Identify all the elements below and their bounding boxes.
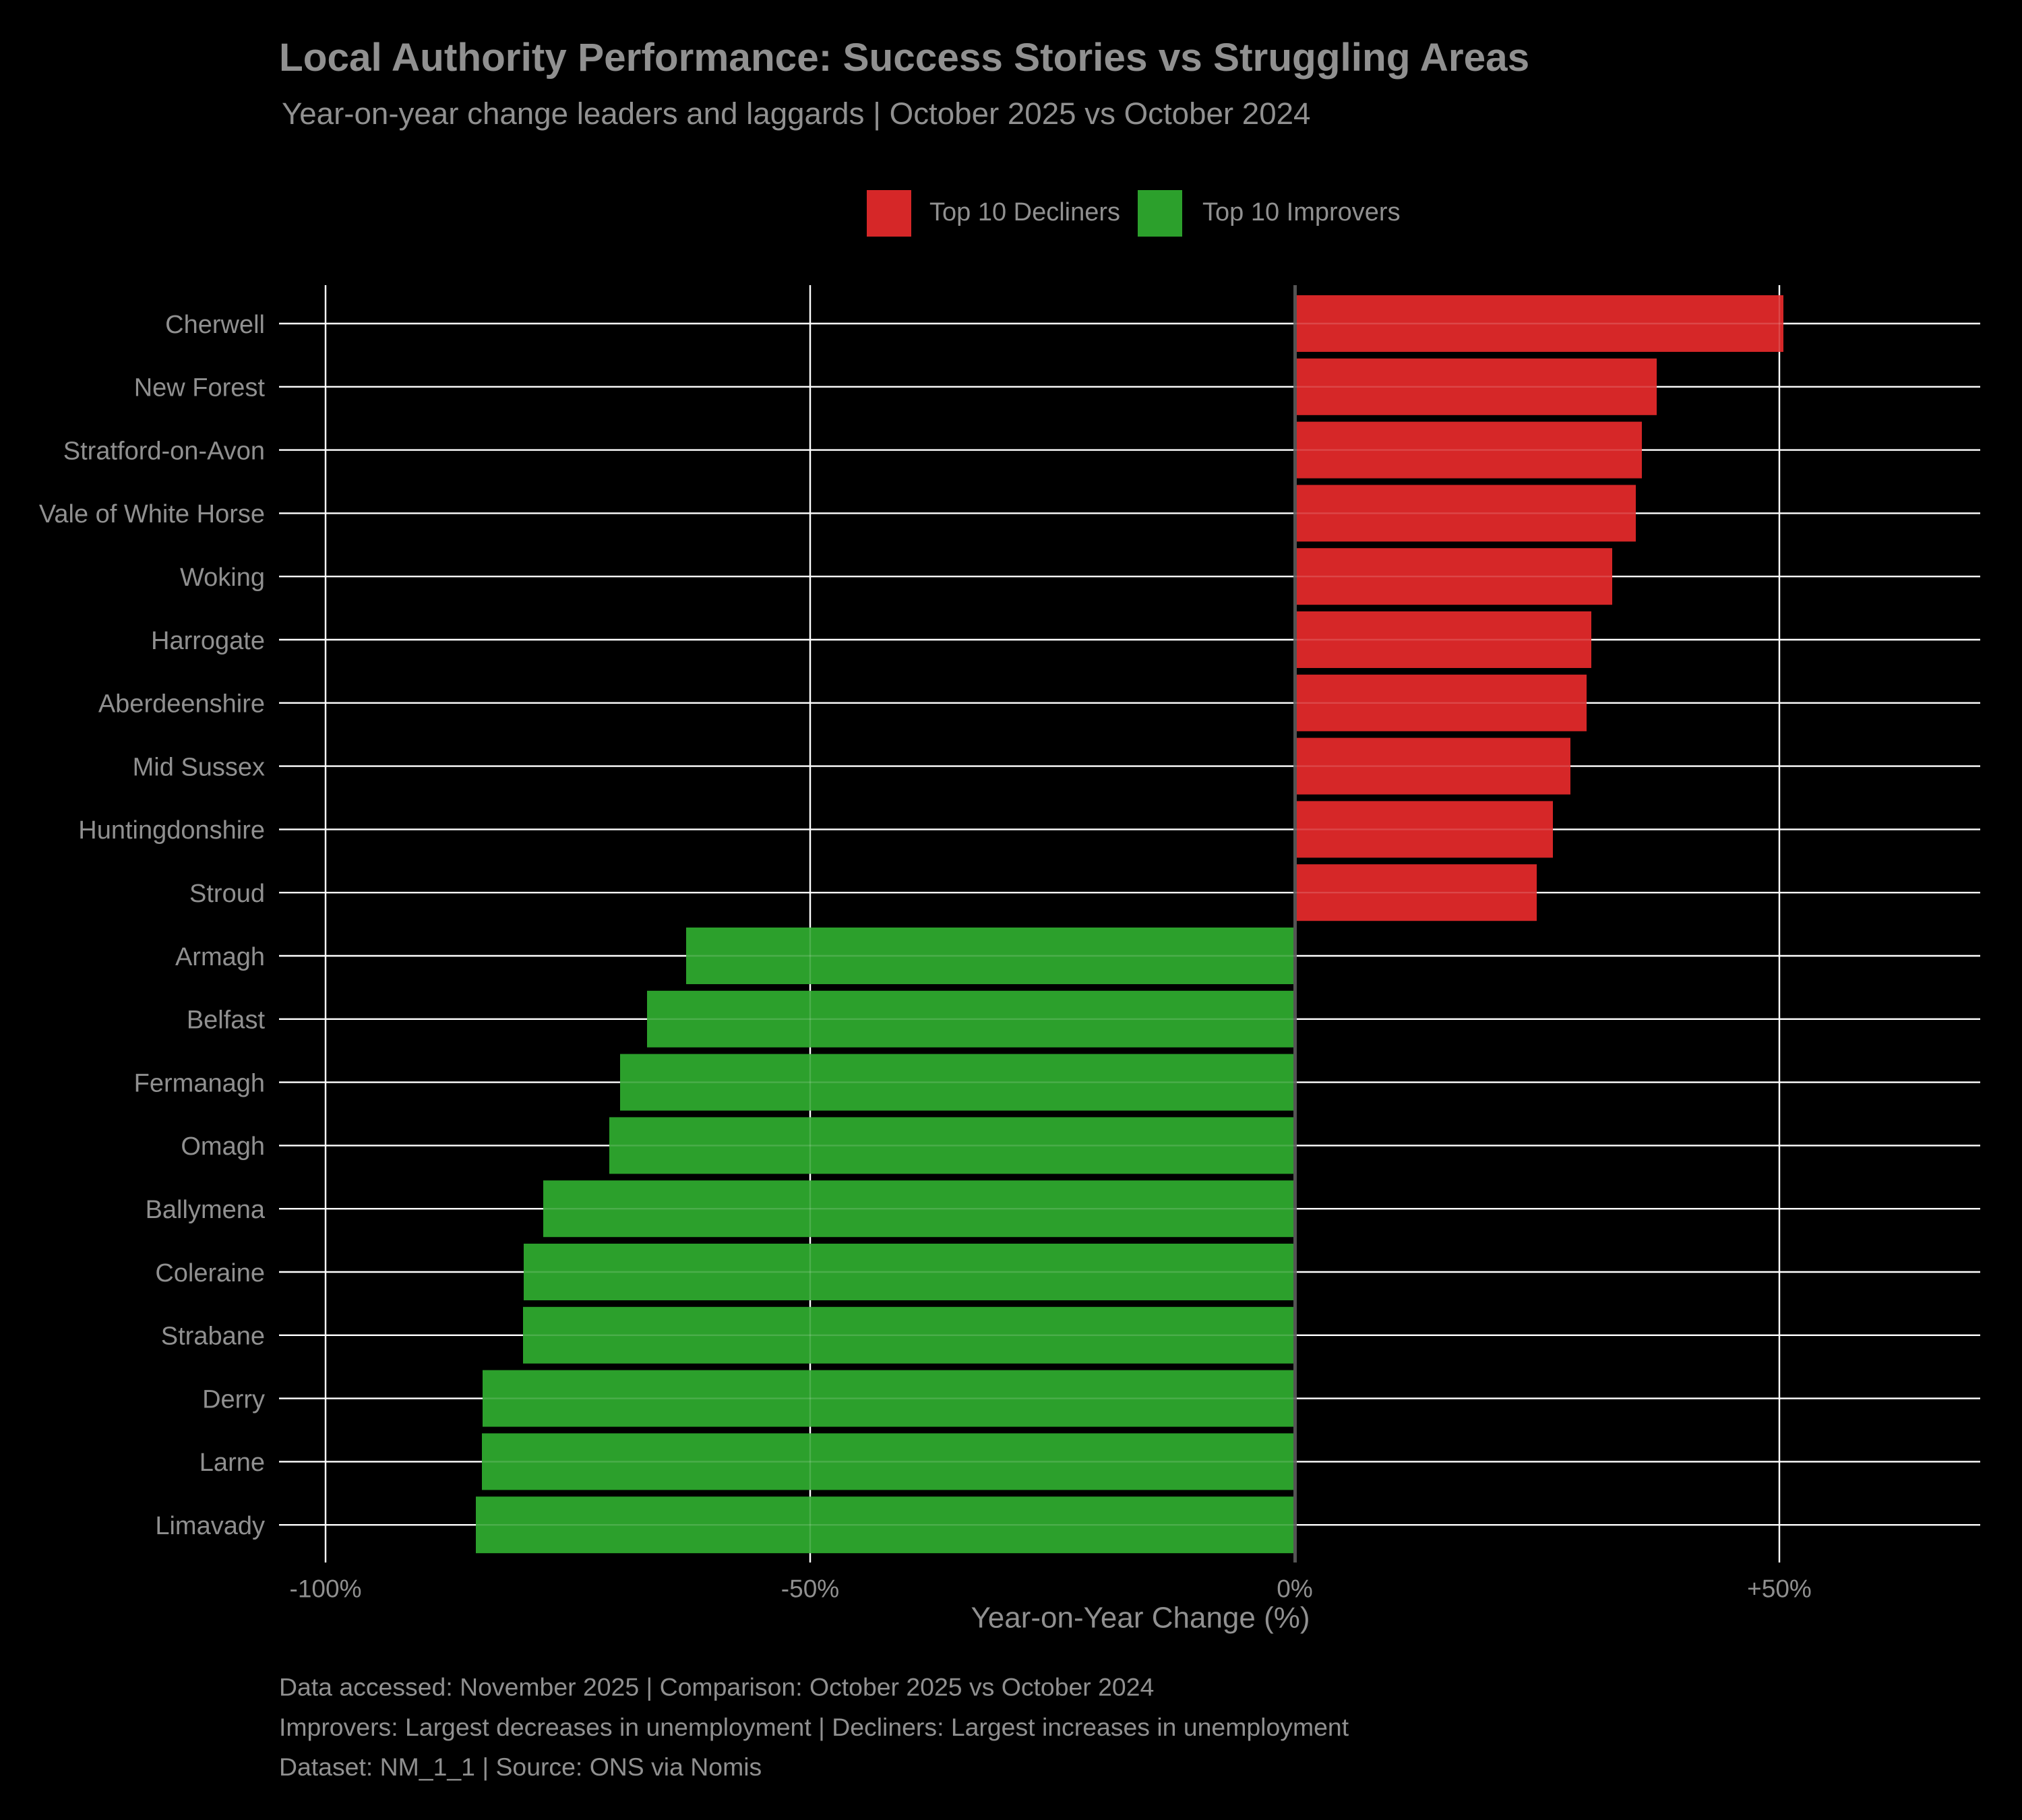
svg-text:Vale of White Horse: Vale of White Horse bbox=[39, 500, 265, 528]
svg-text:Larne: Larne bbox=[200, 1449, 265, 1477]
svg-text:Huntingdonshire: Huntingdonshire bbox=[78, 816, 265, 845]
svg-text:Year-on-Year Change (%): Year-on-Year Change (%) bbox=[971, 1602, 1310, 1635]
svg-text:New Forest: New Forest bbox=[134, 374, 266, 402]
svg-text:+50%: +50% bbox=[1747, 1575, 1812, 1603]
svg-text:-50%: -50% bbox=[781, 1575, 839, 1603]
svg-text:Limavady: Limavady bbox=[155, 1512, 265, 1540]
svg-text:Belfast: Belfast bbox=[187, 1006, 266, 1035]
svg-text:Harrogate: Harrogate bbox=[151, 627, 265, 655]
svg-text:Cherwell: Cherwell bbox=[165, 311, 265, 339]
svg-text:Fermanagh: Fermanagh bbox=[134, 1069, 265, 1097]
svg-text:Local Authority Performance: S: Local Authority Performance: Success Sto… bbox=[279, 36, 1529, 80]
svg-text:Top 10 Improvers: Top 10 Improvers bbox=[1202, 198, 1401, 226]
svg-text:Year-on-year change leaders an: Year-on-year change leaders and laggards… bbox=[282, 96, 1310, 131]
svg-text:Improvers: Largest decreases i: Improvers: Largest decreases in unemploy… bbox=[279, 1713, 1349, 1741]
svg-text:-100%: -100% bbox=[290, 1575, 362, 1603]
svg-text:Coleraine: Coleraine bbox=[155, 1259, 265, 1287]
svg-text:Woking: Woking bbox=[180, 564, 265, 592]
svg-text:Dataset: NM_1_1 | Source: ONS: Dataset: NM_1_1 | Source: ONS via Nomis bbox=[279, 1753, 762, 1781]
svg-text:Data accessed: November 2025 |: Data accessed: November 2025 | Compariso… bbox=[279, 1673, 1154, 1701]
svg-text:Stroud: Stroud bbox=[189, 880, 265, 908]
svg-text:Armagh: Armagh bbox=[175, 943, 265, 971]
svg-text:Stratford-on-Avon: Stratford-on-Avon bbox=[63, 437, 265, 465]
svg-text:Omagh: Omagh bbox=[181, 1132, 265, 1161]
svg-text:Mid Sussex: Mid Sussex bbox=[133, 753, 265, 781]
svg-text:0%: 0% bbox=[1277, 1575, 1312, 1603]
svg-text:Strabane: Strabane bbox=[161, 1323, 265, 1351]
svg-text:Aberdeenshire: Aberdeenshire bbox=[98, 690, 265, 719]
svg-text:Top 10 Decliners: Top 10 Decliners bbox=[929, 198, 1120, 226]
svg-text:Ballymena: Ballymena bbox=[146, 1196, 266, 1224]
svg-text:Derry: Derry bbox=[202, 1385, 265, 1414]
